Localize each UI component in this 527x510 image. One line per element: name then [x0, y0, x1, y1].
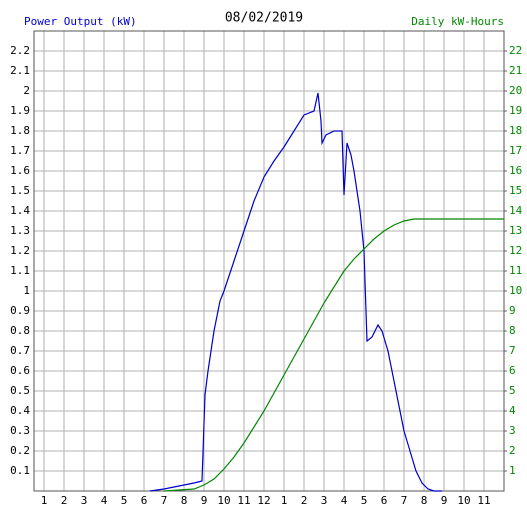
y-tick-label: 1.2	[10, 244, 30, 257]
x-tick-label: 9	[201, 494, 208, 507]
y-tick-label: 2	[23, 84, 30, 97]
y-tick-label: 1.4	[10, 204, 30, 217]
y-axis-label: Power Output (kW)	[24, 15, 137, 28]
chart-title: 08/02/2019	[225, 11, 303, 26]
y2-tick-label: 20	[509, 84, 522, 97]
x-tick-label: 7	[401, 494, 408, 507]
y2-tick-label: 17	[509, 144, 522, 157]
y2-tick-label: 14	[509, 204, 523, 217]
y2-tick-label: 6	[509, 364, 516, 377]
y-tick-label: 0.3	[10, 424, 30, 437]
x-tick-label: 1	[281, 494, 288, 507]
y2-tick-label: 22	[509, 44, 522, 57]
y-tick-label: 1.3	[10, 224, 30, 237]
y-tick-label: 2.2	[10, 44, 30, 57]
y-tick-label: 1.7	[10, 144, 30, 157]
y2-tick-label: 7	[509, 344, 516, 357]
y-tick-label: 0.9	[10, 304, 30, 317]
y-tick-label: 1.9	[10, 104, 30, 117]
y2-tick-label: 21	[509, 64, 522, 77]
x-tick-label: 5	[121, 494, 128, 507]
x-tick-label: 10	[457, 494, 470, 507]
x-tick-label: 8	[181, 494, 188, 507]
y-tick-label: 1.8	[10, 124, 30, 137]
y-tick-label: 0.8	[10, 324, 30, 337]
y-tick-label: 0.1	[10, 464, 30, 477]
x-tick-label: 2	[61, 494, 68, 507]
y2-axis-label: Daily kW-Hours	[411, 15, 504, 28]
y-tick-label: 1.6	[10, 164, 30, 177]
x-tick-label: 8	[421, 494, 428, 507]
x-tick-label: 1	[41, 494, 48, 507]
x-tick-label: 4	[101, 494, 108, 507]
data-line	[163, 218, 504, 492]
y2-tick-label: 18	[509, 124, 522, 137]
y2-tick-label: 16	[509, 164, 522, 177]
y2-tick-label: 5	[509, 384, 516, 397]
y2-tick-label: 10	[509, 284, 522, 297]
y-tick-label: 1	[23, 284, 30, 297]
x-tick-label: 2	[301, 494, 308, 507]
y2-tick-label: 11	[509, 264, 522, 277]
y-tick-label: 0.6	[10, 364, 30, 377]
y2-tick-label: 19	[509, 104, 522, 117]
y-tick-label: 0.4	[10, 404, 30, 417]
plot-area	[34, 31, 504, 491]
x-tick-label: 12	[257, 494, 270, 507]
x-tick-label: 6	[141, 494, 148, 507]
y-tick-label: 0.7	[10, 344, 30, 357]
y-tick-label: 1.1	[10, 264, 30, 277]
y-tick-label: 0.5	[10, 384, 30, 397]
x-tick-label: 3	[81, 494, 88, 507]
y-tick-label: 2.1	[10, 64, 30, 77]
x-tick-label: 11	[477, 494, 490, 507]
data-line	[149, 92, 442, 492]
y2-tick-label: 13	[509, 224, 522, 237]
x-tick-label: 4	[341, 494, 348, 507]
x-tick-label: 6	[381, 494, 388, 507]
y2-tick-label: 2	[509, 444, 516, 457]
y2-tick-label: 4	[509, 404, 516, 417]
y-tick-label: 1.5	[10, 184, 30, 197]
x-tick-label: 11	[237, 494, 250, 507]
x-tick-label: 7	[161, 494, 168, 507]
y2-tick-label: 15	[509, 184, 522, 197]
plot-border	[33, 30, 505, 492]
x-tick-label: 5	[361, 494, 368, 507]
y-tick-label: 0.2	[10, 444, 30, 457]
y2-tick-label: 12	[509, 244, 522, 257]
y2-tick-label: 3	[509, 424, 516, 437]
y2-tick-label: 1	[509, 464, 516, 477]
x-tick-label: 10	[217, 494, 230, 507]
x-tick-label: 3	[321, 494, 328, 507]
y2-tick-label: 8	[509, 324, 516, 337]
y2-tick-label: 9	[509, 304, 516, 317]
x-tick-label: 9	[441, 494, 448, 507]
